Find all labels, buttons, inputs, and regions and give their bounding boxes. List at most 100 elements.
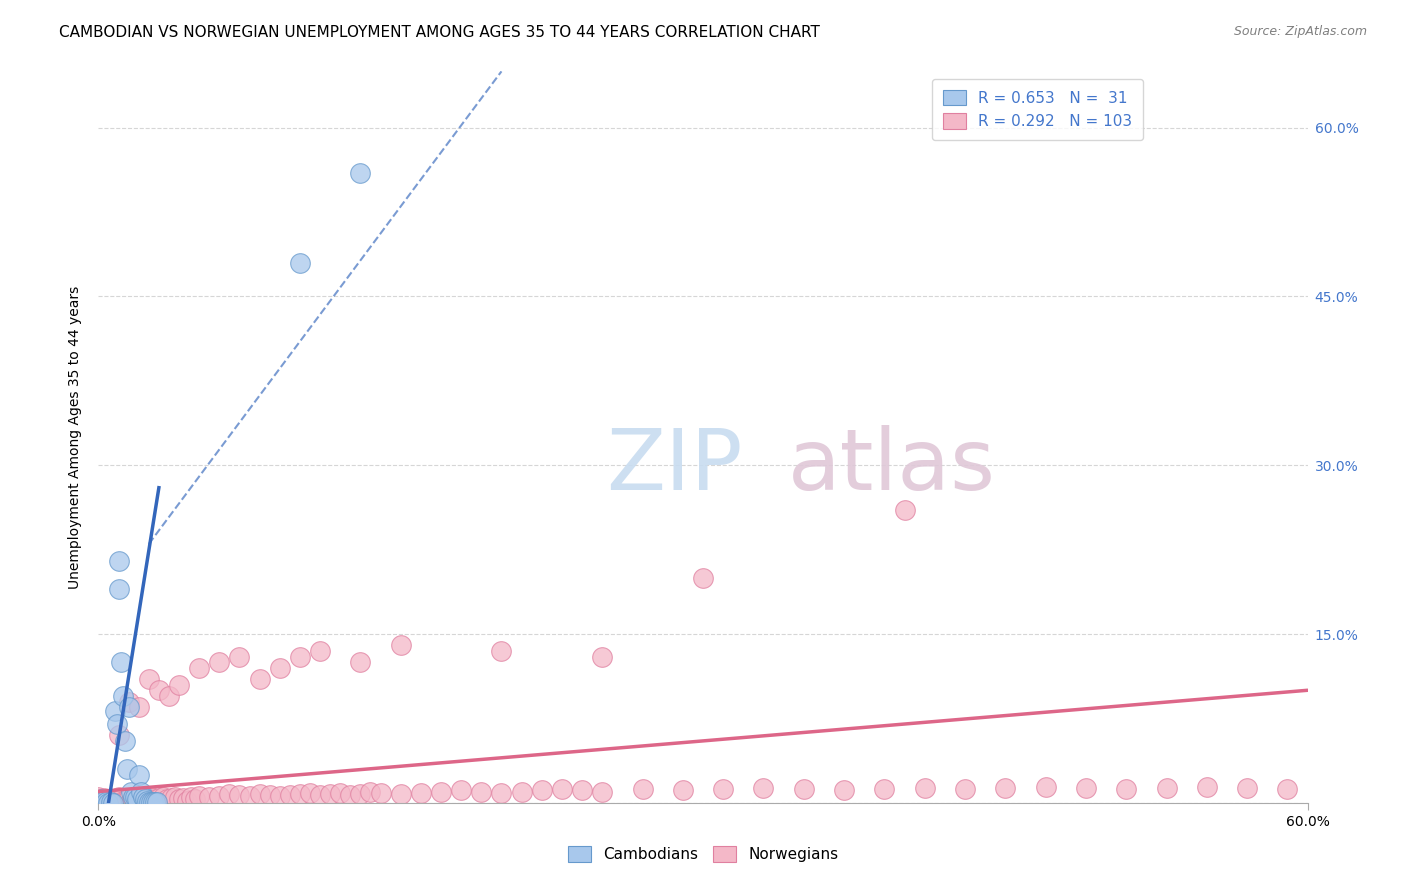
Point bbox=[269, 789, 291, 803]
Point bbox=[1115, 782, 1137, 797]
Point bbox=[139, 795, 162, 809]
Point bbox=[103, 792, 125, 806]
Point bbox=[450, 783, 472, 797]
Point bbox=[832, 783, 855, 797]
Point bbox=[349, 655, 371, 669]
Text: ZIP: ZIP bbox=[606, 425, 742, 508]
Point bbox=[139, 790, 162, 805]
Point bbox=[93, 791, 115, 805]
Point bbox=[631, 782, 654, 797]
Point bbox=[148, 683, 170, 698]
Point bbox=[269, 661, 291, 675]
Point bbox=[124, 790, 146, 805]
Point bbox=[692, 571, 714, 585]
Point bbox=[134, 792, 156, 806]
Point bbox=[370, 786, 392, 800]
Point bbox=[120, 784, 142, 798]
Point bbox=[143, 795, 166, 809]
Point bbox=[873, 782, 896, 797]
Point bbox=[349, 787, 371, 801]
Point bbox=[100, 795, 122, 809]
Point bbox=[125, 793, 148, 807]
Point bbox=[107, 582, 129, 596]
Point bbox=[167, 678, 190, 692]
Point bbox=[793, 782, 815, 797]
Point bbox=[125, 792, 148, 806]
Point bbox=[163, 790, 186, 805]
Point bbox=[91, 792, 114, 806]
Point bbox=[259, 788, 281, 802]
Point bbox=[121, 792, 143, 806]
Point bbox=[148, 791, 170, 805]
Point bbox=[180, 790, 202, 805]
Point bbox=[100, 795, 122, 809]
Point bbox=[91, 793, 114, 807]
Point bbox=[470, 784, 492, 798]
Point bbox=[591, 784, 613, 798]
Point bbox=[138, 672, 160, 686]
Point bbox=[118, 694, 141, 708]
Point bbox=[994, 781, 1017, 796]
Point bbox=[105, 717, 128, 731]
Point bbox=[160, 791, 183, 805]
Point bbox=[288, 649, 311, 664]
Point bbox=[107, 790, 129, 805]
Point bbox=[1277, 782, 1299, 797]
Point bbox=[132, 792, 155, 806]
Point bbox=[120, 793, 142, 807]
Point bbox=[510, 784, 533, 798]
Point bbox=[389, 638, 412, 652]
Point bbox=[551, 782, 574, 797]
Point bbox=[114, 795, 136, 809]
Point bbox=[309, 788, 332, 802]
Point bbox=[672, 783, 695, 797]
Point bbox=[309, 644, 332, 658]
Point bbox=[138, 795, 160, 809]
Point bbox=[121, 790, 143, 805]
Point bbox=[914, 781, 936, 796]
Point bbox=[711, 782, 734, 797]
Point bbox=[96, 795, 118, 809]
Point bbox=[288, 787, 311, 801]
Point bbox=[278, 788, 301, 802]
Point bbox=[89, 792, 111, 806]
Point bbox=[115, 762, 138, 776]
Legend: Cambodians, Norwegians: Cambodians, Norwegians bbox=[561, 840, 845, 868]
Point bbox=[329, 786, 352, 800]
Point bbox=[228, 788, 250, 802]
Point bbox=[111, 689, 134, 703]
Point bbox=[128, 700, 150, 714]
Point bbox=[105, 791, 128, 805]
Point bbox=[188, 789, 211, 803]
Y-axis label: Unemployment Among Ages 35 to 44 years: Unemployment Among Ages 35 to 44 years bbox=[69, 285, 83, 589]
Point bbox=[530, 783, 553, 797]
Point bbox=[1156, 781, 1178, 796]
Point bbox=[249, 787, 271, 801]
Point bbox=[1236, 781, 1258, 796]
Point bbox=[143, 792, 166, 806]
Point bbox=[198, 790, 221, 805]
Point bbox=[167, 792, 190, 806]
Point bbox=[288, 255, 311, 269]
Point bbox=[97, 796, 120, 810]
Point bbox=[409, 786, 432, 800]
Point bbox=[135, 793, 157, 807]
Point bbox=[953, 782, 976, 797]
Point bbox=[239, 789, 262, 803]
Point bbox=[491, 786, 513, 800]
Point bbox=[1035, 780, 1057, 794]
Point bbox=[389, 787, 412, 801]
Point bbox=[249, 672, 271, 686]
Point bbox=[115, 792, 138, 806]
Point bbox=[152, 790, 174, 805]
Point bbox=[135, 791, 157, 805]
Point bbox=[146, 795, 169, 809]
Text: Source: ZipAtlas.com: Source: ZipAtlas.com bbox=[1233, 25, 1367, 38]
Point bbox=[339, 788, 361, 802]
Point bbox=[184, 792, 207, 806]
Point bbox=[142, 795, 165, 809]
Point bbox=[228, 649, 250, 664]
Point bbox=[128, 790, 150, 805]
Point bbox=[491, 644, 513, 658]
Point bbox=[157, 689, 180, 703]
